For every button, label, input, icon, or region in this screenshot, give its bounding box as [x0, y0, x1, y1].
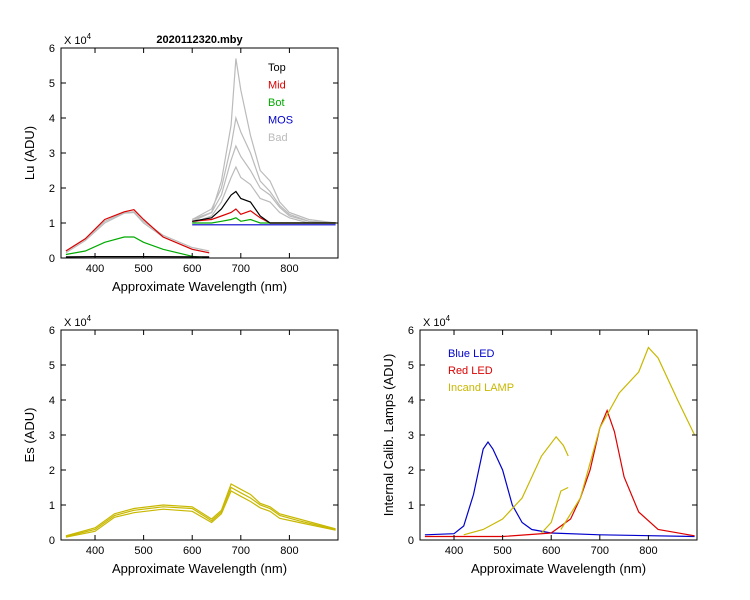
panel-es: 400 500 600 700 800 0 1 2 3 4 5 6 X 104 Approximate W…	[22, 314, 339, 576]
series-line-3	[560, 346, 696, 530]
x-tick-label: 800	[280, 263, 298, 275]
series-line-4	[191, 144, 336, 224]
plot-frame	[60, 47, 339, 259]
x-axis-label: Approximate Wavelength (nm)	[112, 279, 287, 294]
y-tick-label: 4	[408, 395, 414, 407]
x-tick-label: 800	[280, 545, 298, 557]
legend-entry: Red LED	[448, 365, 493, 377]
y-tick-label: 2	[49, 465, 55, 477]
series-line-3	[191, 115, 336, 224]
y-tick-label: 6	[408, 325, 414, 337]
y-tick-label: 3	[49, 430, 55, 442]
series-line-7	[192, 208, 336, 224]
y-tick-label: 0	[408, 535, 414, 547]
series-line-1	[424, 408, 695, 538]
panel-lamps: 400 500 600 700 800 0 1 2 3 4 5 6 X 104 Approximate W…	[381, 314, 698, 576]
x-tick-label: 800	[639, 545, 657, 557]
x-axis-label: Approximate Wavelength (nm)	[112, 561, 287, 576]
y-tick-label: 5	[49, 360, 55, 372]
x-tick-label: 400	[86, 263, 104, 275]
legend-entry: Top	[268, 62, 286, 74]
x-tick-label: 500	[493, 545, 511, 557]
series-line-1	[65, 211, 210, 252]
series-line-6	[65, 209, 210, 254]
y-tick-label: 1	[49, 218, 55, 230]
y-tick-label: 3	[49, 148, 55, 160]
y-tick-label: 5	[49, 78, 55, 90]
y-tick-label: 5	[408, 360, 414, 372]
series-line-1	[65, 483, 336, 537]
series-line-9	[192, 217, 336, 224]
y-exponent-power: 4	[87, 314, 92, 323]
x-tick-label: 600	[183, 263, 201, 275]
series-line-0	[65, 486, 336, 538]
series-line-8	[65, 236, 202, 258]
y-tick-label: 0	[49, 253, 55, 265]
legend-entry: Blue LED	[448, 348, 495, 360]
y-exponent-power: 4	[446, 314, 451, 323]
x-tick-label: 400	[86, 545, 104, 557]
x-tick-label: 400	[445, 545, 463, 557]
legend-entry: Bad	[268, 132, 288, 144]
legend-entry: Mid	[268, 80, 286, 92]
y-tick-label: 3	[408, 430, 414, 442]
chart-title: 2020112320.mby	[156, 34, 243, 46]
x-tick-label: 700	[232, 545, 250, 557]
x-axis-label: Approximate Wavelength (nm)	[471, 561, 646, 576]
x-tick-label: 700	[591, 545, 609, 557]
y-exponent-label: X 104	[64, 314, 92, 329]
legend-entry: Bot	[268, 97, 285, 109]
panel-lu: 400 500 600 700 800 0 1 2 3 4 5 6 X 104 Approximate W…	[22, 32, 339, 294]
y-tick-label: 2	[408, 465, 414, 477]
plot-frame	[419, 329, 698, 541]
y-axis-label: Internal Calib. Lamps (ADU)	[381, 354, 396, 517]
series-line-11	[192, 190, 336, 224]
y-exponent-label: X 104	[64, 32, 92, 47]
y-tick-label: 1	[49, 500, 55, 512]
legend-entry: Incand LAMP	[448, 382, 514, 394]
y-axis-label: Lu (ADU)	[22, 126, 37, 180]
x-tick-label: 600	[542, 545, 560, 557]
y-tick-label: 4	[49, 395, 55, 407]
series-line-5	[191, 165, 336, 224]
series-line-2	[191, 58, 336, 224]
y-exponent-label: X 104	[423, 314, 451, 329]
x-tick-label: 500	[134, 545, 152, 557]
plot-frame	[60, 329, 339, 541]
y-tick-label: 0	[49, 535, 55, 547]
series-line-2	[463, 435, 569, 536]
x-tick-label: 500	[134, 263, 152, 275]
y-tick-label: 2	[49, 183, 55, 195]
y-tick-label: 1	[408, 500, 414, 512]
legend-entry: MOS	[268, 115, 293, 127]
y-exponent-power: 4	[87, 32, 92, 41]
y-tick-label: 6	[49, 43, 55, 55]
series-line-2	[65, 490, 336, 538]
y-axis-label: Es (ADU)	[22, 408, 37, 463]
y-tick-label: 4	[49, 113, 55, 125]
y-tick-label: 6	[49, 325, 55, 337]
x-tick-label: 600	[183, 545, 201, 557]
x-tick-label: 700	[232, 263, 250, 275]
series-line-4	[541, 486, 569, 534]
series-line-0	[424, 440, 695, 538]
